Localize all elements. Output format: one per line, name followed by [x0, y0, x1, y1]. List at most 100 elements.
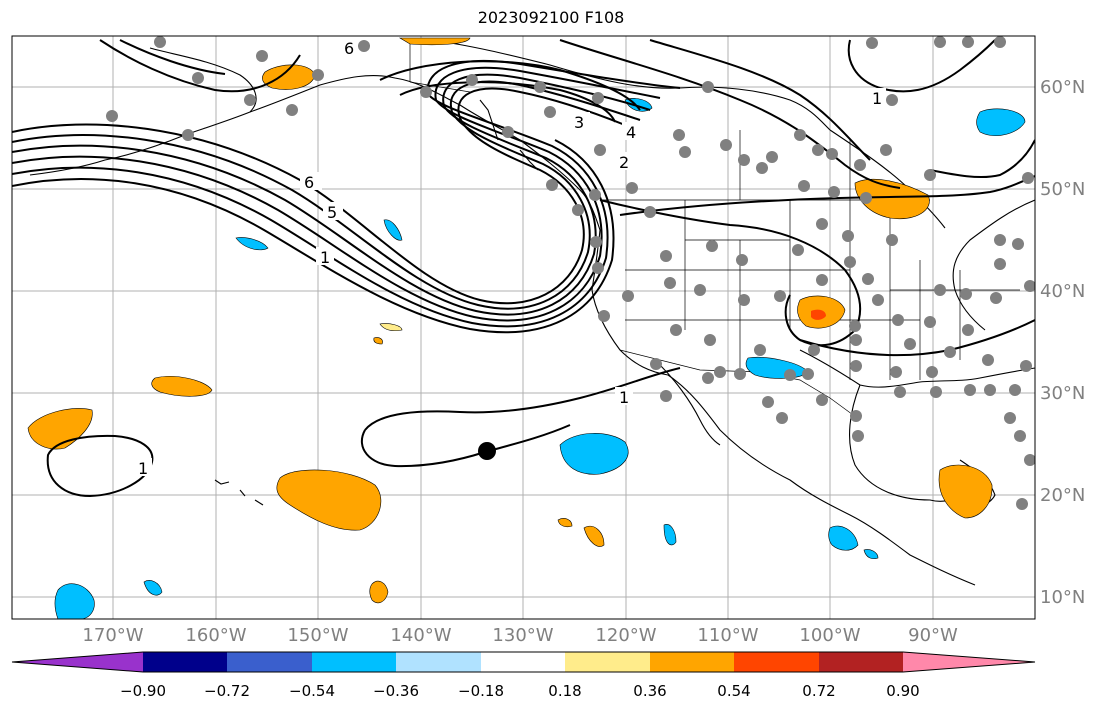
station-dot — [860, 192, 872, 204]
station-dot — [816, 394, 828, 406]
lat-label: 30°N — [1040, 383, 1085, 404]
station-dot — [792, 244, 804, 256]
colorbar-cells — [11, 651, 1036, 673]
station-dot — [679, 146, 691, 158]
colorbar-cell — [565, 652, 650, 672]
colorbar-extend-min — [12, 652, 143, 672]
colorbar-tick: −0.90 — [120, 682, 166, 700]
station-dot — [182, 129, 194, 141]
station-dot — [994, 36, 1006, 48]
station-dot — [1012, 238, 1024, 250]
station-dot — [926, 366, 938, 378]
contour-label: 1 — [619, 388, 629, 407]
station-dot — [1014, 430, 1026, 442]
graticule — [12, 36, 1035, 619]
station-dot — [626, 182, 638, 194]
station-dot — [670, 324, 682, 336]
lat-label: 60°N — [1040, 77, 1085, 98]
station-dot — [734, 368, 746, 380]
station-dot — [924, 316, 936, 328]
contour-label: 3 — [574, 113, 584, 132]
lat-label: 50°N — [1040, 179, 1085, 200]
station-dot — [774, 290, 786, 302]
station-dot — [880, 144, 892, 156]
station-dot — [694, 284, 706, 296]
lat-label: 40°N — [1040, 281, 1085, 302]
station-dot — [924, 169, 936, 181]
colorbar-tick: −0.54 — [289, 682, 335, 700]
station-dot — [890, 366, 902, 378]
station-dot — [816, 218, 828, 230]
station-dot — [660, 250, 672, 262]
station-dot — [850, 334, 862, 346]
station-dot — [1016, 498, 1028, 510]
station-dot — [962, 324, 974, 336]
station-dot — [192, 72, 204, 84]
station-dot — [546, 179, 558, 191]
station-dot — [256, 50, 268, 62]
colorbar-tick: 0.18 — [548, 682, 581, 700]
station-dot — [644, 206, 656, 218]
lat-label: 20°N — [1040, 485, 1085, 506]
station-dot — [766, 151, 778, 163]
station-dot — [544, 106, 556, 118]
colorbar-tick: 0.36 — [633, 682, 666, 700]
station-dot — [828, 186, 840, 198]
map-title: 2023092100 F108 — [477, 8, 625, 27]
longitude-labels: 170°W 160°W 150°W 140°W 130°W 120°W 110°… — [82, 625, 958, 646]
station-dot — [738, 294, 750, 306]
station-dot — [650, 358, 662, 370]
contour-label: 1 — [138, 459, 148, 478]
station-dot — [598, 310, 610, 322]
colorbar-outline — [11, 651, 1036, 673]
station-dot — [944, 346, 956, 358]
station-dot — [802, 368, 814, 380]
station-dot — [852, 430, 864, 442]
station-dot — [1024, 454, 1035, 466]
station-dot — [886, 94, 898, 106]
station-dot — [358, 40, 370, 52]
station-dot — [762, 396, 774, 408]
lon-label: 160°W — [185, 625, 246, 646]
colorbar-cell — [396, 652, 481, 672]
colorbar-cell — [312, 652, 396, 672]
station-dot — [502, 126, 514, 138]
colorbar: −0.90 −0.72 −0.54 −0.36 −0.18 0.18 0.36 … — [11, 651, 1036, 700]
station-dot — [154, 36, 166, 48]
station-dot — [826, 148, 838, 160]
station-dot — [534, 81, 546, 93]
lon-label: 170°W — [82, 625, 143, 646]
station-dot — [1004, 412, 1016, 424]
contour-label: 1 — [872, 89, 882, 108]
station-dot — [754, 344, 766, 356]
station-dot — [622, 290, 634, 302]
station-dot — [964, 384, 976, 396]
contour-label: 1 — [320, 248, 330, 267]
station-dot — [816, 274, 828, 286]
station-dot — [872, 294, 884, 306]
station-markers — [106, 36, 1035, 510]
coastlines — [29, 39, 1035, 586]
lon-label: 150°W — [287, 625, 348, 646]
station-dot — [1024, 280, 1035, 292]
station-dot — [934, 36, 946, 48]
station-dot — [886, 234, 898, 246]
colorbar-cell — [143, 652, 227, 672]
lon-label: 110°W — [697, 625, 758, 646]
colorbar-tick: −0.36 — [373, 682, 419, 700]
station-dot — [704, 334, 716, 346]
contour-label: 2 — [619, 153, 629, 172]
station-dot — [592, 92, 604, 104]
station-dot — [850, 360, 862, 372]
station-dot — [960, 288, 972, 300]
contour-label-group: 6 5 1 3 4 2 1 1 1 6 — [134, 39, 886, 478]
colorbar-cell — [819, 652, 903, 672]
station-dot — [1009, 384, 1021, 396]
colorbar-tick: −0.18 — [458, 682, 504, 700]
station-dot — [994, 258, 1006, 270]
colorbar-cell — [734, 652, 819, 672]
station-dot — [982, 354, 994, 366]
station-dot — [984, 384, 996, 396]
station-dot — [1022, 172, 1034, 184]
storm-center-marker — [478, 442, 496, 460]
